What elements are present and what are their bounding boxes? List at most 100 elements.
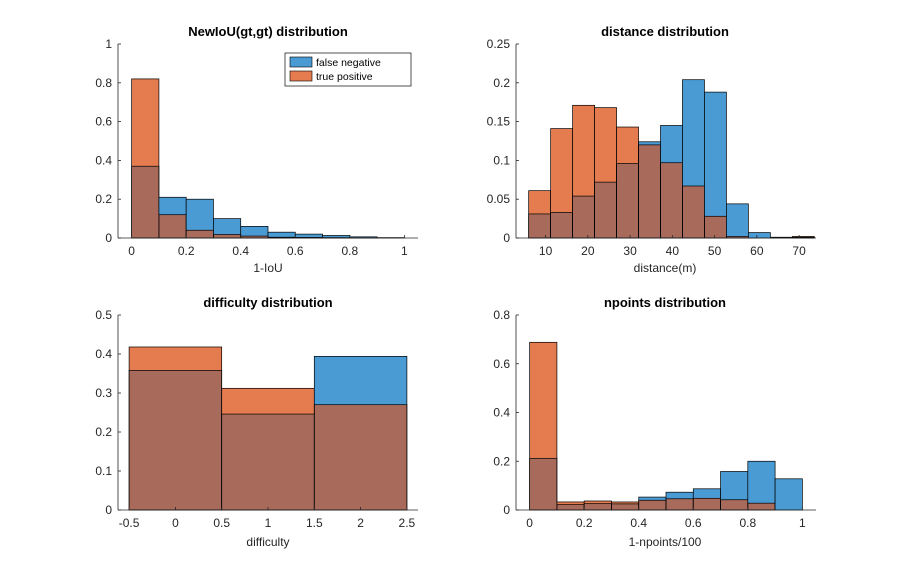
bar-false-negative: [726, 204, 748, 237]
x-tick-label: 0.4: [630, 516, 647, 530]
x-tick-label: 0.6: [287, 244, 304, 258]
y-tick-label: 0.4: [493, 406, 510, 420]
bar-overlap: [693, 498, 720, 510]
bar-false-negative: [693, 489, 720, 499]
bar-true-positive: [551, 129, 573, 213]
subplot-1-title: NewIoU(gt,gt) distribution: [188, 24, 348, 39]
x-tick-label: 0.8: [341, 244, 358, 258]
subplot-4-xlabel: 1-npoints/100: [629, 535, 702, 549]
bar-overlap: [186, 230, 213, 238]
bar-overlap: [557, 505, 584, 510]
x-tick-label: 0: [128, 244, 135, 258]
y-tick-label: 0.8: [493, 308, 510, 322]
bar-overlap: [661, 163, 683, 238]
bar-true-positive: [132, 79, 159, 166]
x-tick-label: 30: [623, 244, 637, 258]
bar-true-positive: [617, 127, 639, 163]
bar-true-positive: [129, 347, 222, 370]
bar-false-negative: [213, 219, 240, 235]
y-tick-label: 0.1: [493, 153, 510, 167]
bar-false-negative: [666, 492, 693, 499]
bar-overlap: [704, 216, 726, 238]
x-tick-label: 2: [357, 516, 364, 530]
y-tick-label: 0.15: [487, 115, 511, 129]
bar-false-negative: [639, 497, 666, 500]
y-tick-label: 0.4: [95, 153, 112, 167]
y-tick-label: 0.2: [493, 76, 510, 90]
y-tick-label: 0.2: [95, 425, 112, 439]
bar-overlap: [584, 504, 611, 510]
bar-overlap: [748, 503, 775, 510]
subplot-2-xlabel: distance(m): [634, 261, 697, 275]
y-tick-label: 0.6: [493, 357, 510, 371]
x-tick-label: 0: [172, 516, 179, 530]
bar-false-negative: [159, 197, 186, 214]
bar-false-negative: [314, 356, 407, 404]
x-tick-label: 2.5: [399, 516, 416, 530]
bar-false-negative: [748, 461, 775, 503]
bar-overlap: [682, 186, 704, 238]
subplot-4-title: npoints distribution: [604, 295, 726, 310]
bar-overlap: [129, 370, 222, 510]
bar-false-negative: [704, 92, 726, 216]
bar-overlap: [721, 500, 748, 510]
bar-false-negative: [241, 226, 268, 236]
legend-label-true-positive: true positive: [316, 71, 373, 83]
x-tick-label: 20: [581, 244, 595, 258]
x-tick-label: 1.5: [306, 516, 323, 530]
bar-overlap: [595, 182, 617, 238]
bar-overlap: [617, 164, 639, 238]
bar-overlap: [314, 405, 407, 510]
y-tick-label: 0.8: [95, 76, 112, 90]
x-tick-label: 1: [401, 244, 408, 258]
bar-false-negative: [268, 232, 295, 237]
legend: false negative true positive: [285, 53, 411, 86]
x-tick-label: 70: [792, 244, 806, 258]
bar-overlap: [222, 414, 315, 510]
subplot-3-title: difficulty distribution: [203, 295, 332, 310]
bar-true-positive: [573, 105, 595, 196]
y-tick-label: 0.3: [95, 386, 112, 400]
x-tick-label: 0: [526, 516, 533, 530]
subplot-1-xlabel: 1-IoU: [253, 261, 282, 275]
bar-overlap: [611, 504, 638, 510]
bar-overlap: [573, 196, 595, 238]
bar-false-negative: [661, 125, 683, 162]
bar-false-negative: [721, 471, 748, 499]
y-tick-label: 0.25: [487, 37, 511, 51]
y-tick-label: 0.2: [493, 454, 510, 468]
bar-overlap: [132, 166, 159, 238]
bar-false-negative: [186, 199, 213, 230]
bar-overlap: [551, 212, 573, 238]
y-tick-label: 0: [503, 231, 510, 245]
bar-overlap: [213, 235, 240, 238]
x-tick-label: 10: [539, 244, 553, 258]
bar-false-negative: [295, 234, 322, 237]
bar-true-positive: [595, 108, 617, 182]
legend-swatch-true-positive: [290, 71, 312, 81]
bar-overlap: [529, 214, 551, 238]
bar-true-positive: [529, 191, 551, 214]
y-tick-label: 0.05: [487, 192, 511, 206]
y-tick-label: 0.1: [95, 464, 112, 478]
bar-overlap: [639, 500, 666, 510]
bar-false-negative: [639, 142, 661, 145]
x-tick-label: 1: [799, 516, 806, 530]
legend-swatch-false-negative: [290, 57, 312, 67]
x-tick-label: 0.6: [685, 516, 702, 530]
x-tick-label: 0.8: [739, 516, 756, 530]
y-tick-label: 1: [105, 37, 112, 51]
y-tick-label: 0: [503, 503, 510, 517]
subplot-3-xlabel: difficulty: [246, 535, 289, 549]
x-tick-label: 40: [666, 244, 680, 258]
x-tick-label: 1: [265, 516, 272, 530]
x-tick-label: 50: [708, 244, 722, 258]
bar-true-positive: [584, 501, 611, 504]
subplot-2-title: distance distribution: [601, 24, 729, 39]
y-tick-label: 0: [105, 231, 112, 245]
x-tick-label: 0.4: [232, 244, 249, 258]
y-tick-label: 0.2: [95, 192, 112, 206]
y-tick-label: 0: [105, 503, 112, 517]
